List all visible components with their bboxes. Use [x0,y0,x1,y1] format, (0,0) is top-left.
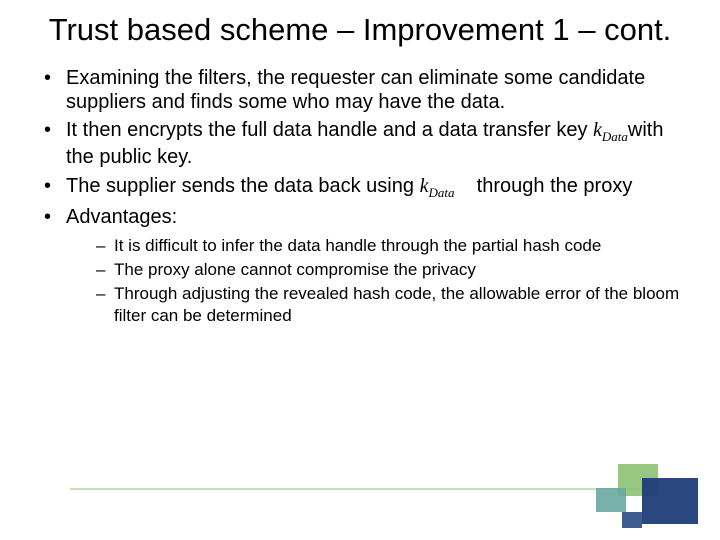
sub-item: The proxy alone cannot compromise the pr… [96,259,680,280]
slide-title: Trust based scheme – Improvement 1 – con… [0,0,720,48]
math-k: k [593,119,602,141]
sub-list: It is difficult to infer the data handle… [96,235,680,326]
bullet-item: It then encrypts the full data handle an… [40,118,680,169]
math-sub: Data [602,129,628,144]
sub-item: It is difficult to infer the data handle… [96,235,680,256]
footer-decoration [0,470,720,540]
sub-text: The proxy alone cannot compromise the pr… [114,260,476,279]
sub-text: It is difficult to infer the data handle… [114,236,601,255]
deco-square-navy-large [642,478,698,524]
math-kdata: kData [593,119,628,141]
bullet-item: Advantages: It is difficult to infer the… [40,205,680,326]
sub-item: Through adjusting the revealed hash code… [96,283,680,326]
footer-line [70,488,660,490]
bullet-text: through the proxy [471,175,632,197]
deco-square-navy-small [622,512,642,528]
math-sub: Data [428,185,454,200]
deco-square-teal [596,488,626,512]
bullet-item: Examining the filters, the requester can… [40,66,680,115]
sub-text: Through adjusting the revealed hash code… [114,284,679,324]
bullet-text: Examining the filters, the requester can… [66,67,645,113]
slide: Trust based scheme – Improvement 1 – con… [0,0,720,540]
bullet-item: The supplier sends the data back using k… [40,174,680,201]
bullet-text: It then encrypts the full data handle an… [66,119,593,141]
bullet-list: Examining the filters, the requester can… [40,66,680,326]
math-kdata: kData [420,175,455,197]
bullet-text: Advantages: [66,206,177,228]
slide-body: Examining the filters, the requester can… [0,48,720,326]
bullet-text: The supplier sends the data back using [66,175,420,197]
